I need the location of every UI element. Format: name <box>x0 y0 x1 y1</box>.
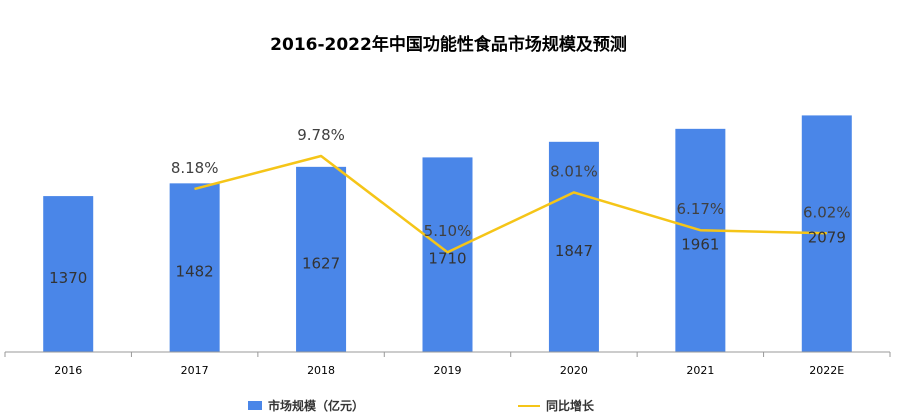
x-tick-label: 2016 <box>54 364 82 377</box>
growth-point <box>826 232 828 234</box>
bar-2016 <box>43 196 94 352</box>
growth-value-label: 9.78% <box>297 126 345 144</box>
growth-value-label: 6.17% <box>677 200 725 218</box>
legend-item-bar: 市场规模（亿元） <box>248 397 364 414</box>
legend-line-swatch <box>518 404 540 407</box>
bar-value-label: 1370 <box>49 269 87 287</box>
growth-point <box>447 251 448 253</box>
x-tick-label: 2017 <box>181 364 209 377</box>
bar-value-label: 2079 <box>808 229 846 247</box>
legend-item-line: 同比增长 <box>518 397 594 414</box>
growth-line <box>194 154 827 254</box>
growth-point <box>320 155 322 157</box>
x-tick-label: 2021 <box>686 364 714 377</box>
bar-2021 <box>675 128 726 352</box>
bar-value-label: 1627 <box>302 254 340 272</box>
legend-bar-label: 市场规模（亿元） <box>268 399 365 413</box>
bar-2020 <box>548 141 599 352</box>
growth-value-label: 5.10% <box>424 222 472 240</box>
growth-point <box>699 229 701 231</box>
bar-value-label: 1482 <box>176 263 214 281</box>
bar-value-label: 1961 <box>681 235 719 253</box>
legend-line-label: 同比增长 <box>546 399 595 413</box>
x-tick-label: 2018 <box>307 364 335 377</box>
bar-2017 <box>169 183 220 352</box>
x-tick-label: 2019 <box>434 364 462 377</box>
bar-value-label: 1710 <box>428 250 466 268</box>
growth-value-label: 6.02% <box>803 203 851 221</box>
x-tick-label: 2020 <box>560 364 588 377</box>
bar-value-label: 1847 <box>555 242 593 260</box>
legend-bar-swatch <box>248 401 262 410</box>
growth-point <box>194 188 196 190</box>
growth-value-label: 8.18% <box>171 159 219 177</box>
growth-point <box>573 191 575 193</box>
chart-title: 2016-2022年中国功能性食品市场规模及预测 <box>270 35 627 55</box>
bar-2018 <box>296 166 347 352</box>
growth-value-label: 8.01% <box>550 162 598 180</box>
bar-2019 <box>422 157 473 352</box>
x-tick-label: 2022E <box>809 364 844 377</box>
